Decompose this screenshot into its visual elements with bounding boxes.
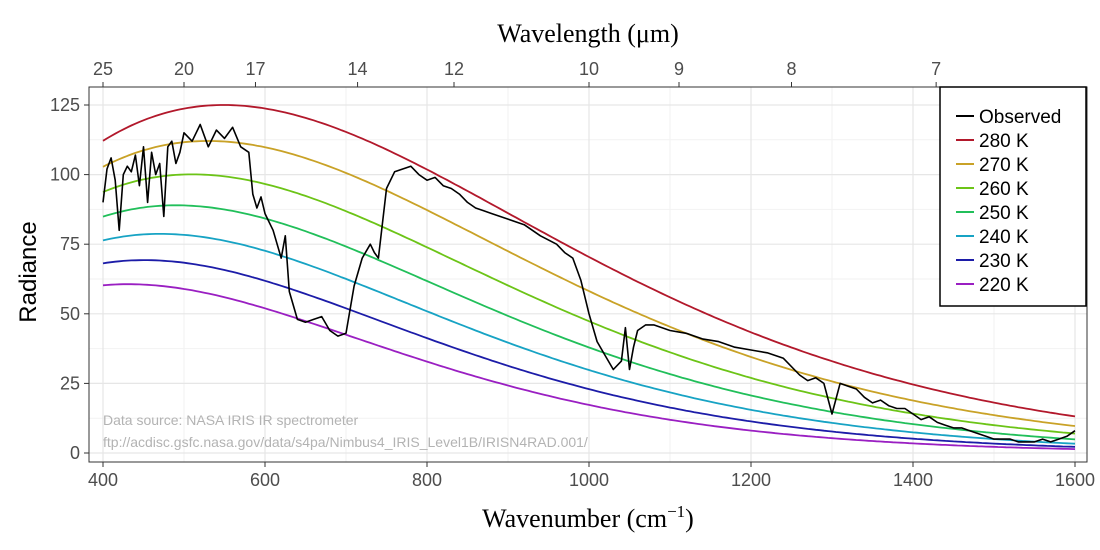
- x-tick-label: 1200: [731, 470, 771, 490]
- y-tick-label: 125: [50, 95, 80, 115]
- planck-curve-280k: [102, 104, 1076, 418]
- planck-curve-250k: [102, 204, 1076, 441]
- top-axis-title: Wavelength (μm): [497, 19, 679, 48]
- legend-label-220-k: 220 K: [979, 275, 1029, 296]
- x-axis-title: Wavenumber (cm−1): [482, 502, 694, 533]
- observed-spectrum-line: [102, 123, 1076, 443]
- x-tick-label: 1000: [569, 470, 609, 490]
- y-tick-label: 25: [60, 373, 80, 393]
- legend-label-observed: Observed: [979, 107, 1061, 128]
- planck-curve-230k: [102, 259, 1076, 448]
- x-tick-label: 400: [88, 470, 118, 490]
- legend-label-230-k: 230 K: [979, 251, 1029, 272]
- planck-curve-220k: [102, 283, 1076, 450]
- source-url: ftp://acdisc.gsfc.nasa.gov/data/s4pa/Nim…: [103, 434, 588, 450]
- top-tick-label: 10: [579, 59, 599, 79]
- y-tick-label: 100: [50, 165, 80, 185]
- planck-curve-240k: [102, 233, 1076, 445]
- planck-curve-270k: [102, 140, 1076, 427]
- top-tick-label: 8: [786, 59, 796, 79]
- x-axis-title-close: ): [685, 504, 694, 533]
- y-tick-label: 0: [70, 443, 80, 463]
- x-tick-label: 1400: [893, 470, 933, 490]
- x-axis-title-sup: −1: [667, 502, 685, 521]
- legend-label-270-k: 270 K: [979, 155, 1029, 176]
- top-tick-label: 17: [245, 59, 265, 79]
- top-tick-label: 25: [93, 59, 113, 79]
- legend-label-260-k: 260 K: [979, 179, 1029, 200]
- top-tick-label: 9: [674, 59, 684, 79]
- legend: Observed 280 K 270 K 260 K 250 K 240 K 230 K 22…: [939, 86, 1087, 307]
- tick-layer: 400 600 800 1000 1200 1400 1600 0 25 50 75 100 125 25…: [50, 59, 1095, 490]
- source-note: Data source: NASA IRIS IR spectrometer: [103, 412, 359, 428]
- top-tick-label: 14: [348, 59, 368, 79]
- series-layer: [102, 104, 1076, 450]
- y-tick-label: 75: [60, 234, 80, 254]
- legend-label-240-k: 240 K: [979, 227, 1029, 248]
- x-tick-label: 600: [250, 470, 280, 490]
- top-tick-label: 7: [931, 59, 941, 79]
- x-tick-label: 1600: [1055, 470, 1095, 490]
- x-tick-label: 800: [412, 470, 442, 490]
- legend-box: [939, 86, 1087, 307]
- plot-border: [88, 86, 1088, 463]
- x-axis-title-main: Wavenumber (cm: [482, 504, 667, 533]
- y-axis-title: Radiance: [15, 221, 42, 322]
- top-tick-label: 20: [174, 59, 194, 79]
- y-tick-label: 50: [60, 304, 80, 324]
- legend-label-280-k: 280 K: [979, 131, 1029, 152]
- top-tick-label: 12: [444, 59, 464, 79]
- legend-label-250-k: 250 K: [979, 203, 1029, 224]
